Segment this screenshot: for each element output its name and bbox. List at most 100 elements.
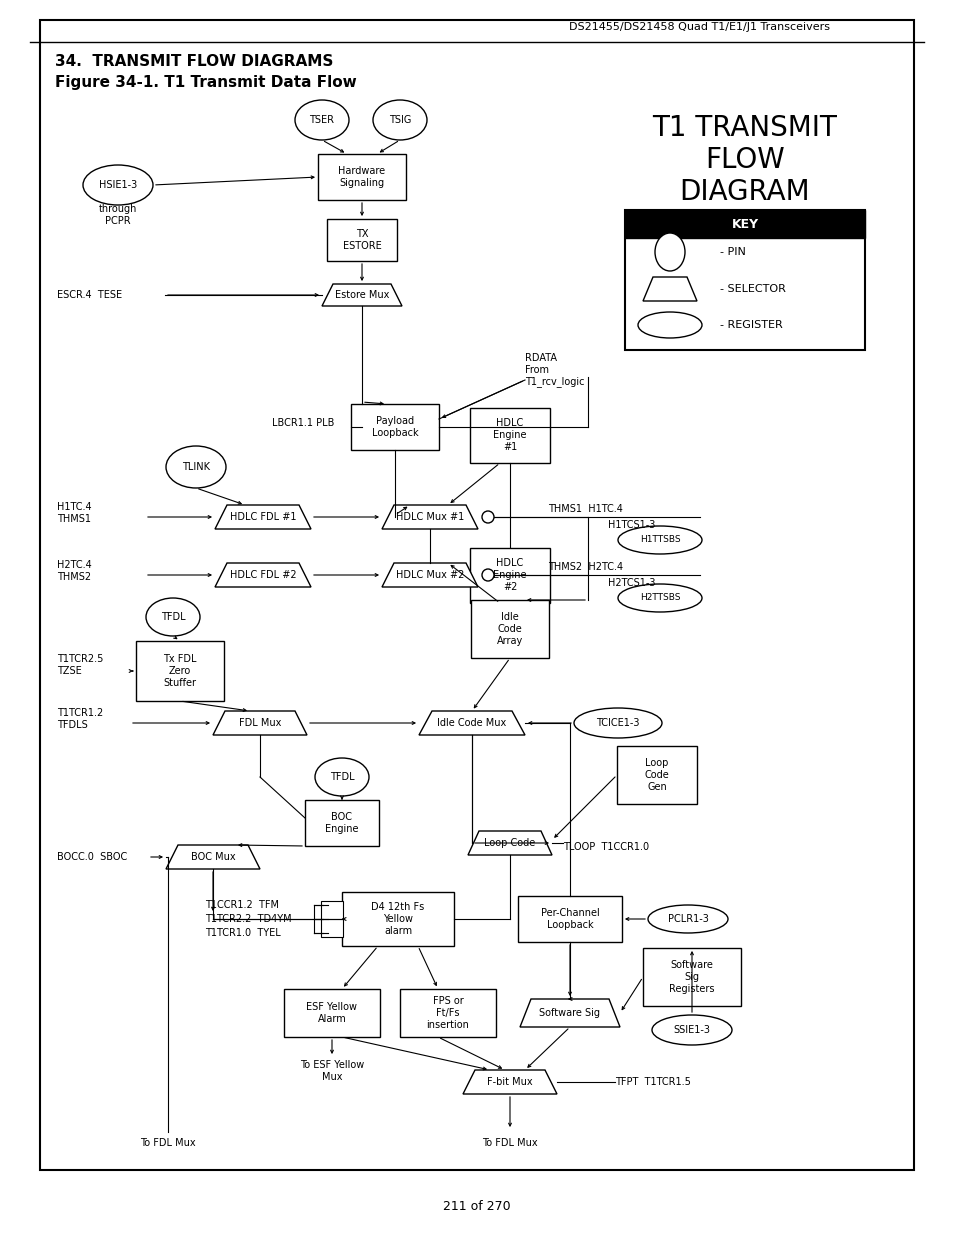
Polygon shape xyxy=(213,711,307,735)
Text: TFDL: TFDL xyxy=(160,613,185,622)
Ellipse shape xyxy=(647,905,727,932)
Text: H2TCS1-3: H2TCS1-3 xyxy=(607,578,655,588)
Text: PCLR1-3: PCLR1-3 xyxy=(667,914,708,924)
Text: T1 TRANSMIT
FLOW
DIAGRAM: T1 TRANSMIT FLOW DIAGRAM xyxy=(652,114,837,206)
Bar xyxy=(624,210,864,238)
Ellipse shape xyxy=(146,598,200,636)
Text: HDLC
Engine
#1: HDLC Engine #1 xyxy=(493,419,526,452)
Text: To ESF Yellow
Mux: To ESF Yellow Mux xyxy=(299,1060,364,1082)
Bar xyxy=(624,210,864,350)
Polygon shape xyxy=(214,563,311,587)
Ellipse shape xyxy=(481,511,494,522)
Text: H2TC.4
THMS2: H2TC.4 THMS2 xyxy=(57,561,91,582)
Bar xyxy=(399,989,496,1037)
Bar xyxy=(617,746,697,804)
Ellipse shape xyxy=(373,100,427,140)
Text: F-bit Mux: F-bit Mux xyxy=(487,1077,533,1087)
Text: H1TCS1-3: H1TCS1-3 xyxy=(607,520,655,530)
Ellipse shape xyxy=(655,233,684,270)
Polygon shape xyxy=(642,277,697,301)
Polygon shape xyxy=(418,711,524,735)
Ellipse shape xyxy=(574,708,661,739)
Polygon shape xyxy=(322,284,401,306)
Polygon shape xyxy=(381,505,477,529)
Polygon shape xyxy=(468,831,552,855)
Text: through
PCPR: through PCPR xyxy=(99,204,137,226)
Polygon shape xyxy=(166,845,260,869)
Ellipse shape xyxy=(618,526,701,555)
Text: To FDL Mux: To FDL Mux xyxy=(140,1137,195,1149)
Text: TX
ESTORE: TX ESTORE xyxy=(342,230,381,251)
Text: T1TCR2.2  TD4YM: T1TCR2.2 TD4YM xyxy=(205,914,292,924)
Text: - SELECTOR: - SELECTOR xyxy=(720,284,785,294)
Bar xyxy=(470,408,550,462)
Bar xyxy=(136,641,224,701)
Bar xyxy=(470,547,550,603)
Text: T1TCR1.2
TFDLS: T1TCR1.2 TFDLS xyxy=(57,708,103,730)
Ellipse shape xyxy=(166,446,226,488)
Text: RDATA
From
T1_rcv_logic: RDATA From T1_rcv_logic xyxy=(524,353,584,387)
Text: Hardware
Signaling: Hardware Signaling xyxy=(338,167,385,188)
Text: FDL Mux: FDL Mux xyxy=(238,718,281,727)
Text: 211 of 270: 211 of 270 xyxy=(443,1200,510,1214)
Bar xyxy=(284,989,379,1037)
Bar xyxy=(471,600,548,658)
Bar xyxy=(517,897,621,942)
Text: Loop
Code
Gen: Loop Code Gen xyxy=(644,758,669,792)
Text: T1CCR1.2  TFM: T1CCR1.2 TFM xyxy=(205,900,278,910)
Text: Software
Sig
Registers: Software Sig Registers xyxy=(669,961,714,994)
Text: H2TTSBS: H2TTSBS xyxy=(639,594,679,603)
Ellipse shape xyxy=(638,312,701,338)
Text: HDLC Mux #2: HDLC Mux #2 xyxy=(395,571,464,580)
Text: Tx FDL
Zero
Stuffer: Tx FDL Zero Stuffer xyxy=(163,655,196,688)
Text: HDLC
Engine
#2: HDLC Engine #2 xyxy=(493,558,526,592)
Ellipse shape xyxy=(314,758,369,797)
Bar xyxy=(341,892,454,946)
Text: BOCC.0  SBOC: BOCC.0 SBOC xyxy=(57,852,127,862)
Text: T1TCR2.5
TZSE: T1TCR2.5 TZSE xyxy=(57,655,103,676)
Polygon shape xyxy=(214,505,311,529)
Text: ESF Yellow
Alarm: ESF Yellow Alarm xyxy=(306,1002,357,1024)
Text: Idle Code Mux: Idle Code Mux xyxy=(436,718,506,727)
Text: KEY: KEY xyxy=(731,217,758,231)
Text: Software Sig: Software Sig xyxy=(539,1008,599,1018)
Text: H1TTSBS: H1TTSBS xyxy=(639,536,679,545)
Text: To FDL Mux: To FDL Mux xyxy=(481,1137,537,1149)
Text: Per-Channel
Loopback: Per-Channel Loopback xyxy=(540,908,598,930)
Ellipse shape xyxy=(83,165,152,205)
Text: FPS or
Ft/Fs
insertion: FPS or Ft/Fs insertion xyxy=(426,997,469,1030)
Text: TFDL: TFDL xyxy=(330,772,354,782)
Bar xyxy=(317,154,406,200)
Bar xyxy=(327,219,396,261)
Text: TLINK: TLINK xyxy=(182,462,210,472)
Text: 34.  TRANSMIT FLOW DIAGRAMS: 34. TRANSMIT FLOW DIAGRAMS xyxy=(55,53,333,68)
Polygon shape xyxy=(462,1070,557,1094)
Text: T1TCR1.0  TYEL: T1TCR1.0 TYEL xyxy=(205,927,280,939)
Text: - REGISTER: - REGISTER xyxy=(720,320,781,330)
Text: TCICE1-3: TCICE1-3 xyxy=(596,718,639,727)
Bar xyxy=(351,404,438,450)
Text: ESCR.4  TESE: ESCR.4 TESE xyxy=(57,290,122,300)
Polygon shape xyxy=(519,999,619,1028)
Text: HDLC Mux #1: HDLC Mux #1 xyxy=(395,513,464,522)
Ellipse shape xyxy=(481,569,494,580)
Text: THMS2  H2TC.4: THMS2 H2TC.4 xyxy=(547,562,622,572)
Ellipse shape xyxy=(294,100,349,140)
Text: DS21455/DS21458 Quad T1/E1/J1 Transceivers: DS21455/DS21458 Quad T1/E1/J1 Transceive… xyxy=(569,22,830,32)
Text: Estore Mux: Estore Mux xyxy=(335,290,389,300)
Polygon shape xyxy=(381,563,477,587)
Text: BOC
Engine: BOC Engine xyxy=(325,813,358,834)
Ellipse shape xyxy=(651,1015,731,1045)
Text: Loop Code: Loop Code xyxy=(484,839,535,848)
Ellipse shape xyxy=(618,584,701,613)
Text: TFPT  T1TCR1.5: TFPT T1TCR1.5 xyxy=(615,1077,690,1087)
Text: H1TC.4
THMS1: H1TC.4 THMS1 xyxy=(57,503,91,524)
Text: - PIN: - PIN xyxy=(720,247,745,257)
Bar xyxy=(305,800,378,846)
Text: SSIE1-3: SSIE1-3 xyxy=(673,1025,710,1035)
Text: THMS1  H1TC.4: THMS1 H1TC.4 xyxy=(547,504,622,514)
Text: TSER: TSER xyxy=(309,115,335,125)
Text: HSIE1-3: HSIE1-3 xyxy=(99,180,137,190)
Text: BOC Mux: BOC Mux xyxy=(191,852,235,862)
Text: Figure 34-1. T1 Transmit Data Flow: Figure 34-1. T1 Transmit Data Flow xyxy=(55,75,356,90)
